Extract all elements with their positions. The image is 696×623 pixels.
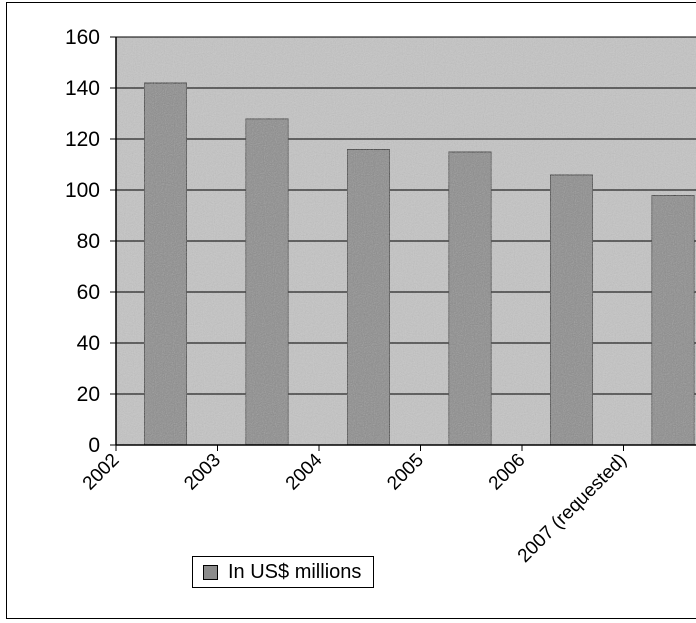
bar [346,148,391,446]
bars [143,82,696,446]
x-tick-label: 2006 [485,450,530,495]
bar [549,174,594,446]
x-tick-label: 2002 [79,450,124,495]
bar [143,82,188,446]
legend-label: In US$ millions [228,560,362,583]
legend-swatch [203,564,218,580]
x-tick-label: 2007 (requested) [514,450,631,567]
y-tick-label: 120 [65,128,100,151]
y-tick-label: 100 [65,179,100,202]
bar [447,151,493,446]
bar [650,194,696,446]
gridlines [116,36,696,395]
y-axis-ticks: 0 20 40 60 80 100 120 140 160 [65,26,116,457]
y-tick-label: 160 [65,26,100,49]
y-tick-label: 140 [65,77,100,100]
legend: In US$ millions [192,556,375,588]
x-tick-label: 2004 [282,449,327,494]
x-tick-label: 2003 [180,450,225,495]
y-tick-label: 0 [88,434,100,457]
y-tick-label: 20 [77,383,100,406]
y-tick-label: 80 [77,230,100,253]
x-tick-label: 2005 [383,450,428,495]
bar [244,117,290,446]
y-tick-label: 40 [77,332,100,355]
y-tick-label: 60 [77,281,100,304]
